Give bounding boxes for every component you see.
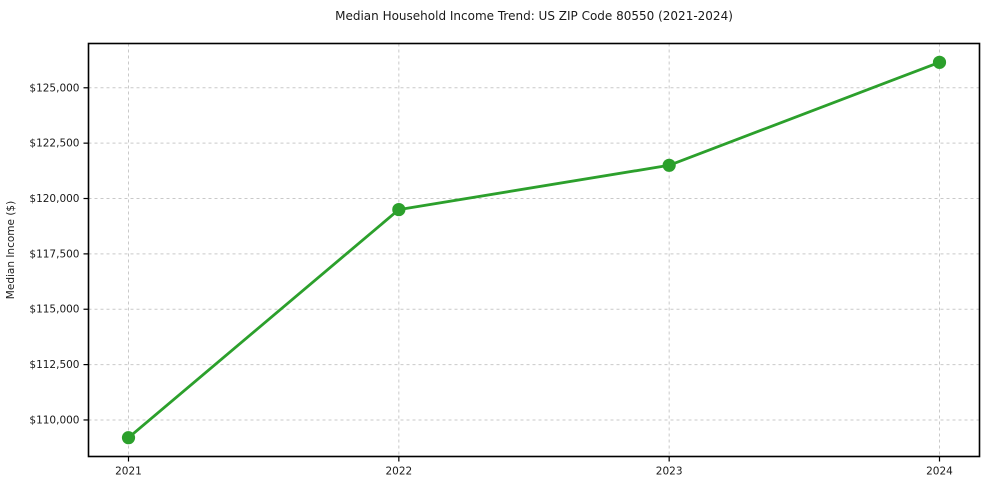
y-tick-label: $110,000 <box>29 414 79 426</box>
y-axis-title: Median Income ($) <box>5 201 17 299</box>
y-tick-label: $117,500 <box>29 248 79 260</box>
data-point-2022 <box>392 202 406 217</box>
plot-border <box>87 42 981 458</box>
x-tick-label: 2021 <box>115 466 142 478</box>
x-tick-label: 2023 <box>656 466 683 478</box>
y-tick-label: $120,000 <box>29 193 79 205</box>
data-point-2024 <box>932 55 947 69</box>
trend-line <box>127 60 941 440</box>
y-tick-label: $125,000 <box>29 82 79 94</box>
y-tick-label: $112,500 <box>29 359 79 371</box>
x-tick-label: 2024 <box>926 466 953 478</box>
chart-title: Median Household Income Trend: US ZIP Co… <box>335 9 733 23</box>
data-point-2021 <box>121 431 136 445</box>
plot-area: $110,000 $112,500 $115,000 $117,500 $120,000… <box>29 42 981 478</box>
data-point-2023 <box>662 158 676 172</box>
y-tick-label: $122,500 <box>29 138 79 150</box>
y-tick-label: $115,000 <box>29 304 79 316</box>
x-tick-label: 2022 <box>385 466 412 478</box>
